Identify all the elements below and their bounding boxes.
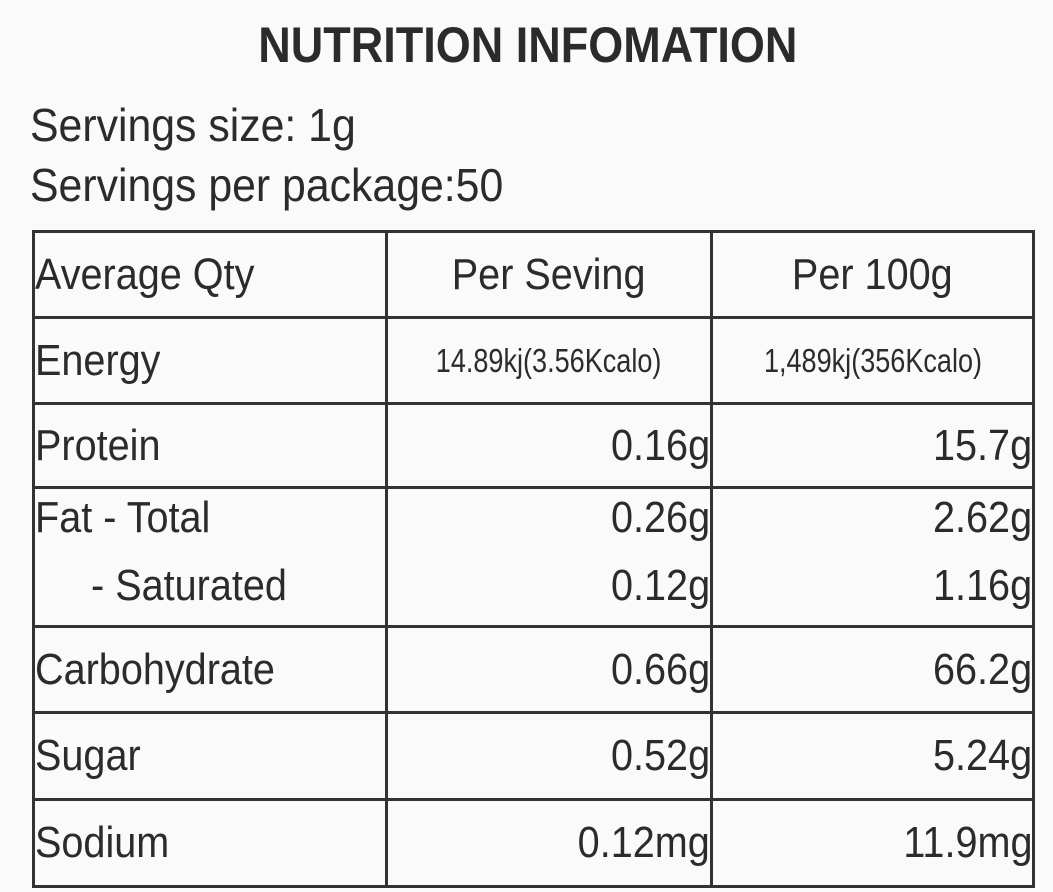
sodium-per-100g: 11.9mg: [710, 798, 1035, 888]
sugar-per-100g: 5.24g: [710, 711, 1035, 801]
table-row: Energy 14.89kj(3.56Kcalo) 1,489kj(356Kca…: [32, 316, 1035, 405]
nutrition-table: Average Qty Per Seving Per 100g Energy 1…: [32, 230, 1035, 888]
fat-per-serving: 0.26g 0.12g: [385, 486, 713, 628]
fat-total-per-serving: 0.26g: [610, 493, 710, 542]
fat-total-per-100g: 2.62g: [932, 493, 1032, 542]
row-label-fat: Fat - Total - Saturated: [32, 486, 388, 628]
fat-saturated-label: - Saturated: [91, 561, 287, 610]
servings-per-package: Servings per package:50: [30, 159, 504, 211]
fat-per-100g: 2.62g 1.16g: [710, 486, 1035, 628]
page-title: NUTRITION INFOMATION: [258, 17, 798, 73]
table-row: Sugar 0.52g 5.24g: [32, 711, 1035, 801]
table-header-row: Average Qty Per Seving Per 100g: [32, 230, 1035, 319]
energy-per-serving: 14.89kj(3.56Kcalo): [385, 316, 713, 405]
energy-per-100g: 1,489kj(356Kcalo): [710, 316, 1035, 405]
row-label-sugar: Sugar: [32, 711, 388, 801]
table-row: Sodium 0.12mg 11.9mg: [32, 798, 1035, 888]
fat-saturated-per-100g: 1.16g: [932, 561, 1032, 610]
row-label-carbohydrate: Carbohydrate: [32, 625, 388, 714]
column-header-per-100g: Per 100g: [710, 230, 1035, 319]
table-row: Protein 0.16g 15.7g: [32, 402, 1035, 489]
carbohydrate-per-100g: 66.2g: [710, 625, 1035, 714]
table-row: Fat - Total - Saturated 0.26g 0.12g 2.62…: [32, 486, 1035, 628]
sugar-per-serving: 0.52g: [385, 711, 713, 801]
column-header-average-qty: Average Qty: [32, 230, 388, 319]
table-row: Carbohydrate 0.66g 66.2g: [32, 625, 1035, 714]
fat-total-label: Fat - Total: [35, 493, 211, 542]
column-header-per-serving: Per Seving: [385, 230, 713, 319]
row-label-sodium: Sodium: [32, 798, 388, 888]
carbohydrate-per-serving: 0.66g: [385, 625, 713, 714]
serving-size: Servings size: 1g: [30, 99, 356, 151]
fat-saturated-per-serving: 0.12g: [610, 561, 710, 610]
row-label-protein: Protein: [32, 402, 388, 489]
sodium-per-serving: 0.12mg: [385, 798, 713, 888]
protein-per-100g: 15.7g: [710, 402, 1035, 489]
row-label-energy: Energy: [32, 316, 388, 405]
protein-per-serving: 0.16g: [385, 402, 713, 489]
